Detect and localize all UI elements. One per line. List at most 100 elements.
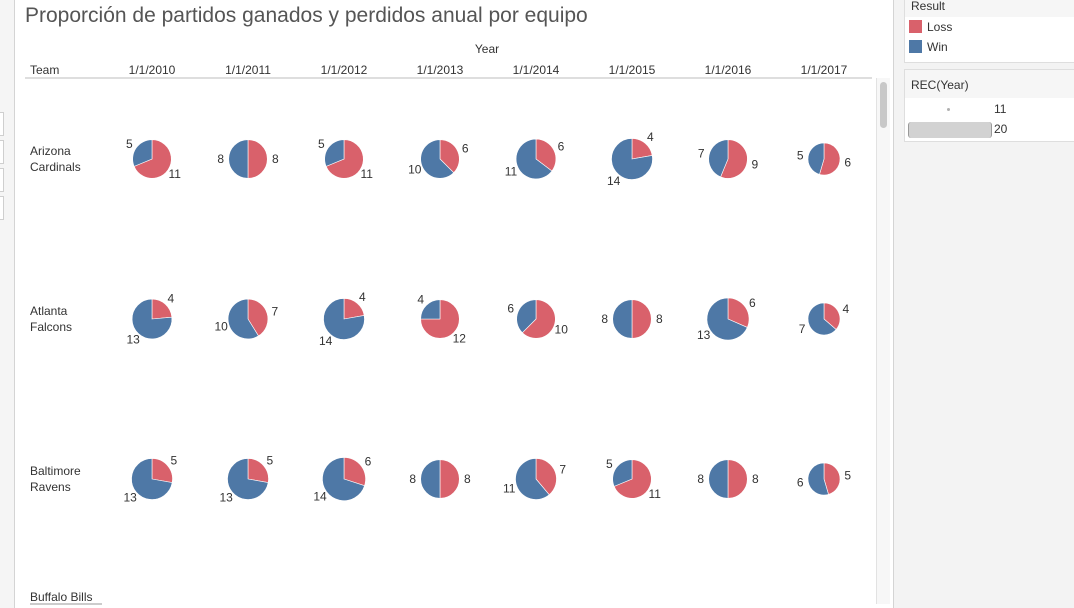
pie-chart: 65 (797, 142, 851, 176)
loss-slice (727, 297, 750, 328)
year-header: 1/1/2014 (513, 63, 560, 77)
loss-slice (247, 458, 269, 483)
win-slice (807, 142, 825, 175)
win-slice (131, 458, 173, 500)
win-label: 14 (319, 334, 333, 348)
pie-chart: 6 13 (697, 296, 756, 342)
year-header: 1/1/2017 (801, 63, 848, 77)
pie-chart: 11 5 (318, 137, 373, 181)
pie-chart: 4 14 (607, 130, 654, 188)
pie-chart: 7 11 (503, 458, 566, 500)
legend-label-loss: Loss (927, 20, 953, 34)
legend-label-win: Win (927, 40, 948, 54)
win-slice (420, 459, 441, 499)
team-name: Baltimore (30, 464, 81, 478)
win-slice (612, 299, 633, 339)
win-slice (227, 298, 259, 340)
win-slice (323, 298, 365, 340)
pie-chart: 5 13 (219, 454, 273, 505)
win-label: 13 (123, 490, 137, 504)
win-label: 6 (507, 302, 514, 316)
pie-chart: 56 (797, 462, 851, 496)
win-swatch (909, 40, 922, 53)
panel-tab[interactable] (0, 112, 4, 136)
loss-slice (247, 139, 268, 179)
pie-chart: 12 4 (417, 293, 466, 346)
scrollbar-thumb[interactable] (880, 82, 887, 128)
loss-label: 6 (558, 140, 565, 154)
win-label: 8 (217, 152, 224, 166)
team-name: Cardinals (30, 160, 81, 174)
loss-label: 4 (167, 291, 174, 305)
win-label: 6 (797, 475, 804, 489)
win-label: 11 (505, 164, 518, 178)
pie-chart: 88 (409, 459, 471, 499)
loss-slice (439, 139, 460, 174)
loss-label: 6 (462, 142, 469, 156)
pie-chart: 6 14 (313, 455, 371, 504)
win-slice (515, 458, 550, 500)
loss-label: 8 (272, 152, 279, 166)
loss-slice (521, 299, 556, 339)
legend-item-loss[interactable]: Loss (905, 17, 1074, 37)
team-name: Arizona (30, 144, 71, 158)
win-label: 13 (127, 333, 141, 347)
win-slice (612, 459, 633, 487)
loss-swatch (909, 20, 922, 33)
loss-label: 6 (749, 296, 756, 310)
win-slice (132, 139, 153, 167)
win-label: 13 (697, 328, 711, 342)
win-label: 13 (219, 490, 233, 504)
loss-label: 5 (844, 469, 851, 483)
win-slice (322, 457, 365, 501)
loss-slice (535, 138, 557, 172)
year-header: 1/1/2011 (225, 63, 271, 77)
loss-label: 10 (555, 322, 569, 336)
year-header: 1/1/2012 (321, 63, 368, 77)
win-label: 7 (698, 147, 705, 161)
pie-chart: 11 5 (606, 457, 661, 501)
panel-tab[interactable] (0, 196, 4, 220)
loss-label: 11 (168, 167, 181, 181)
team-name: Ravens (30, 480, 71, 494)
win-label: 4 (417, 293, 424, 307)
legend-item-win[interactable]: Win (905, 37, 1074, 57)
loss-slice (535, 458, 557, 496)
pie-chart: 4 13 (127, 291, 175, 346)
panel-tab[interactable] (0, 168, 4, 192)
loss-label: 12 (453, 331, 467, 345)
year-header: 1/1/2015 (609, 63, 656, 77)
vertical-scrollbar[interactable] (876, 78, 890, 604)
pie-chart: 88 (601, 299, 663, 339)
win-label: 8 (697, 472, 704, 486)
win-slice (420, 299, 441, 320)
size-legend: REC(Year) 11 20 (904, 69, 1074, 142)
loss-slice (151, 458, 173, 483)
year-header: 1/1/2010 (129, 63, 176, 77)
loss-slice (420, 299, 460, 339)
pie-chart: 97 (698, 139, 758, 179)
loss-slice (720, 139, 748, 179)
win-slice (516, 299, 537, 334)
panel-tab[interactable] (0, 140, 4, 164)
loss-slice (823, 302, 841, 330)
loss-label: 8 (752, 472, 759, 486)
win-label: 10 (214, 320, 228, 334)
left-panel-edge (0, 0, 15, 608)
team-name: Buffalo Bills (30, 590, 92, 604)
chart-title: Proporción de partidos ganados y perdido… (25, 4, 588, 27)
win-slice (807, 302, 837, 336)
win-label: 10 (408, 162, 422, 176)
win-slice (227, 458, 269, 500)
year-header: 1/1/2013 (417, 63, 464, 77)
loss-slice (343, 457, 366, 487)
win-label: 8 (409, 472, 416, 486)
pie-chart: 6 11 (505, 138, 565, 180)
win-label: 14 (313, 489, 327, 503)
win-slice (324, 139, 345, 167)
loss-slice (819, 142, 841, 176)
loss-slice (727, 459, 748, 499)
pie-chart: 4 14 (319, 290, 366, 348)
pie-chart: 6 10 (408, 139, 469, 179)
